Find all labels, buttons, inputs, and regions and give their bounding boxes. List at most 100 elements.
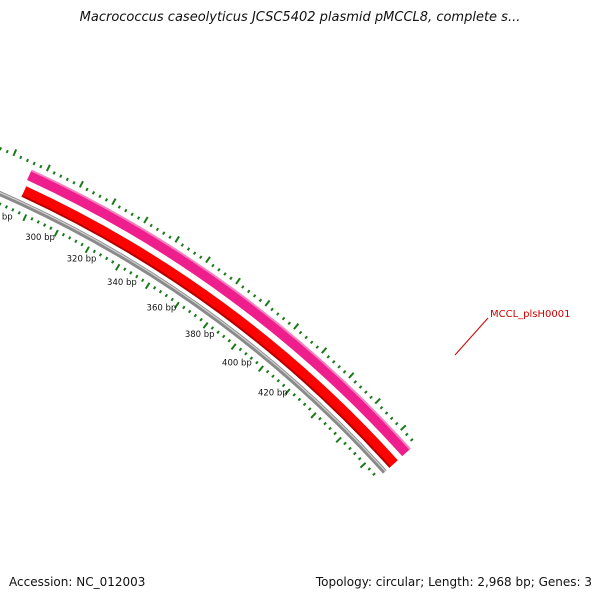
backbone-track bbox=[0, 191, 387, 474]
outer-tick bbox=[287, 321, 291, 326]
outer-tick bbox=[229, 276, 233, 281]
outer-tick bbox=[168, 235, 172, 239]
inner-tick bbox=[202, 322, 209, 329]
outer-tick-ring bbox=[0, 146, 414, 442]
inner-tick bbox=[187, 309, 192, 314]
inner-tick bbox=[318, 416, 322, 421]
tick-label: 360 bp bbox=[147, 303, 177, 313]
outer-tick bbox=[39, 164, 43, 169]
outer-tick bbox=[315, 345, 320, 349]
outer-tick bbox=[52, 171, 56, 175]
inner-tick bbox=[135, 274, 139, 279]
outer-tick bbox=[162, 231, 166, 236]
inner-tick bbox=[222, 334, 226, 339]
outer-tick bbox=[281, 316, 286, 321]
inner-tick bbox=[323, 421, 327, 426]
outer-tick bbox=[25, 158, 30, 163]
inner-tick bbox=[367, 467, 372, 471]
tick-label: 300 bp bbox=[25, 233, 55, 243]
inner-tick bbox=[238, 347, 243, 352]
outer-tick bbox=[326, 355, 331, 359]
outer-tick bbox=[59, 174, 63, 178]
outer-tick bbox=[409, 438, 414, 442]
inner-tick bbox=[111, 260, 115, 264]
cds-feature[interactable] bbox=[21, 186, 398, 468]
inner-tick bbox=[80, 242, 84, 247]
inner-tick bbox=[257, 365, 264, 373]
outer-tick bbox=[192, 251, 197, 255]
outer-tick bbox=[358, 385, 363, 389]
outer-tick bbox=[98, 194, 102, 199]
tick-label: 320 bp bbox=[67, 255, 97, 265]
inner-tick bbox=[292, 393, 296, 397]
outer-tick bbox=[149, 223, 153, 228]
outer-tick bbox=[78, 180, 84, 188]
inner-tick bbox=[359, 462, 367, 469]
gene-feature-MCCL_plsH0001[interactable] bbox=[27, 170, 411, 457]
inner-tick bbox=[84, 246, 90, 254]
tick-label: 380 bp bbox=[185, 330, 215, 340]
outer-tick bbox=[174, 235, 180, 243]
inner-tick bbox=[335, 436, 342, 444]
inner-tick bbox=[230, 343, 237, 351]
inner-tick bbox=[182, 305, 186, 310]
inner-tick bbox=[276, 379, 281, 383]
inner-tick bbox=[68, 236, 72, 240]
outer-tick bbox=[384, 411, 389, 415]
outer-tick bbox=[72, 180, 76, 185]
outer-tick bbox=[369, 395, 373, 400]
outer-tick bbox=[0, 146, 3, 151]
outer-tick bbox=[211, 263, 215, 268]
inner-tick bbox=[281, 383, 286, 388]
inner-tick bbox=[210, 326, 215, 330]
inner-tick bbox=[17, 211, 21, 215]
outer-tick bbox=[309, 340, 314, 345]
outer-tick bbox=[235, 277, 241, 285]
tick-label: 420 bp bbox=[258, 389, 288, 399]
inner-tick bbox=[333, 431, 337, 436]
inner-tick bbox=[170, 297, 174, 302]
accession-text: Accession: NC_012003 bbox=[9, 575, 146, 589]
inner-tick bbox=[30, 217, 34, 221]
outer-tick bbox=[342, 370, 347, 374]
inner-tick bbox=[227, 338, 231, 343]
outer-tick bbox=[353, 380, 358, 384]
inner-tick bbox=[302, 402, 307, 407]
backbone-highlight bbox=[0, 191, 386, 472]
tick-label: 280 bp bbox=[0, 213, 13, 223]
inner-tick bbox=[310, 412, 317, 419]
outer-tick bbox=[394, 421, 399, 426]
inner-tick bbox=[49, 226, 53, 230]
tick-label: 340 bp bbox=[107, 278, 137, 288]
inner-tick bbox=[36, 220, 40, 224]
inner-tick-ring bbox=[0, 202, 376, 476]
inner-tick bbox=[271, 374, 275, 379]
outer-tick bbox=[12, 149, 18, 157]
outer-tick bbox=[270, 307, 274, 312]
outer-tick bbox=[331, 360, 336, 364]
outer-tick bbox=[217, 267, 221, 272]
inner-tick bbox=[74, 239, 78, 244]
inner-tick bbox=[105, 256, 109, 261]
inner-tick bbox=[199, 317, 203, 322]
inner-tick bbox=[164, 293, 169, 298]
inner-tick bbox=[22, 214, 28, 222]
outer-tick bbox=[136, 216, 141, 220]
inner-tick bbox=[61, 232, 65, 237]
inner-tick bbox=[115, 263, 121, 271]
outer-tick bbox=[130, 212, 134, 217]
outer-tick bbox=[293, 323, 300, 330]
outer-tick bbox=[374, 397, 381, 405]
inner-tick bbox=[98, 253, 103, 257]
inner-tick bbox=[216, 330, 220, 334]
outer-tick bbox=[111, 198, 117, 206]
summary-text: Topology: circular; Length: 2,968 bp; Ge… bbox=[315, 575, 592, 589]
outer-tick bbox=[223, 272, 227, 276]
inner-tick bbox=[174, 301, 180, 309]
inner-tick bbox=[353, 451, 357, 456]
outer-tick bbox=[405, 432, 409, 437]
inner-tick bbox=[265, 369, 270, 374]
inner-tick bbox=[43, 223, 47, 227]
outer-tick bbox=[247, 289, 251, 294]
outer-tick bbox=[186, 247, 191, 251]
